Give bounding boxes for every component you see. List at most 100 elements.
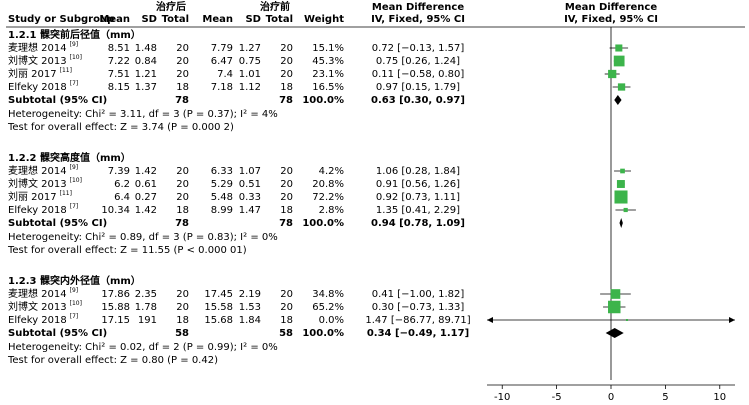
cell: 20 [280, 166, 293, 177]
ci-label: 1.35 [0.41, 2.29] [376, 205, 460, 216]
reference: [9] [70, 41, 79, 48]
cell: 1.53 [239, 302, 261, 313]
subtotal-cell: 100.0% [302, 95, 344, 106]
cell: 10.34 [101, 205, 130, 216]
cell: 1.42 [135, 205, 157, 216]
cell: 18 [176, 315, 189, 326]
reference: [7] [70, 80, 79, 87]
x-tick-label: 10 [713, 392, 726, 403]
effect-header: Mean Difference [372, 2, 464, 13]
column-header: SD [141, 14, 157, 25]
cell: 1.47 [239, 205, 261, 216]
study-label: 麦理想 2014 [8, 41, 67, 54]
column-header: Total [266, 14, 293, 25]
cell: 1.37 [135, 82, 157, 93]
ci-label: 1.06 [0.28, 1.84] [376, 166, 460, 177]
x-tick-label: 0 [608, 392, 614, 403]
cell: 8.99 [211, 205, 233, 216]
subtotal-cell: 100.0% [302, 328, 344, 339]
reference: [7] [70, 313, 79, 320]
column-header: Weight [304, 14, 344, 25]
subtotal-label: Subtotal (95% CI) [8, 218, 107, 229]
study-square [608, 300, 621, 314]
cell: 20 [280, 43, 293, 54]
cell: 2.19 [239, 289, 261, 300]
cell: 72.2% [312, 192, 344, 203]
heterogeneity: Heterogeneity: Chi² = 0.89, df = 3 (P = … [8, 232, 278, 243]
ci-label: 0.72 [−0.13, 1.57] [372, 43, 465, 54]
cell: 1.42 [135, 166, 157, 177]
reference: [9] [70, 287, 79, 294]
subgroup-title: 1.2.1 髁突前后径值（mm） [8, 28, 141, 41]
cell: 23.1% [312, 69, 344, 80]
cell: 6.47 [211, 56, 233, 67]
subtotal-label: Subtotal (95% CI) [8, 328, 107, 339]
cell: 0.33 [239, 192, 261, 203]
cell: 2.35 [135, 289, 157, 300]
cell: 20 [176, 302, 189, 313]
cell: 16.5% [312, 82, 344, 93]
overall-test: Test for overall effect: Z = 11.55 (P < … [7, 245, 247, 256]
reference: [10] [70, 54, 82, 61]
reference: [9] [70, 164, 79, 171]
cell: 4.2% [319, 166, 344, 177]
study-name: 麦理想 2014 [9] [8, 41, 78, 55]
study-label: Elfeky 2018 [8, 205, 67, 216]
study-name: 刘丽 2017 [11] [8, 190, 72, 204]
subtotal-cell: 78 [279, 218, 293, 229]
cell: 6.4 [114, 192, 130, 203]
overall-test: Test for overall effect: Z = 3.74 (P = 0… [7, 122, 234, 133]
cell: 8.15 [108, 82, 130, 93]
cell: 5.48 [211, 192, 233, 203]
subtotal-diamond [614, 95, 622, 105]
x-tick-label: -10 [494, 392, 510, 403]
study-square [608, 69, 617, 79]
study-name: 刘博文 2013 [10] [8, 54, 82, 68]
study-name: Elfeky 2018 [7] [8, 203, 78, 217]
cell: 18 [176, 205, 189, 216]
column-header: Mean [99, 14, 130, 25]
cell: 20 [280, 289, 293, 300]
cell: 18 [280, 205, 293, 216]
cell: 20 [176, 289, 189, 300]
subtotal-cell: 100.0% [302, 218, 344, 229]
ci-label: 0.11 [−0.58, 0.80] [372, 69, 465, 80]
study-square [620, 168, 625, 174]
heterogeneity: Heterogeneity: Chi² = 0.02, df = 2 (P = … [8, 342, 278, 353]
cell: 2.8% [319, 205, 344, 216]
reference: [7] [70, 203, 79, 210]
heterogeneity: Heterogeneity: Chi² = 3.11, df = 3 (P = … [8, 109, 278, 120]
ci-label: 0.75 [0.26, 1.24] [376, 56, 460, 67]
study-label: 麦理想 2014 [8, 287, 67, 300]
cell: 7.79 [211, 43, 233, 54]
reference: [10] [70, 177, 82, 184]
study-label: Elfeky 2018 [8, 315, 67, 326]
study-name: 麦理想 2014 [9] [8, 287, 78, 301]
cell: 7.39 [108, 166, 130, 177]
x-tick-label: -5 [552, 392, 562, 403]
column-header: Mean [202, 14, 233, 25]
subtotal-ci: 0.34 [−0.49, 1.17] [367, 328, 469, 339]
overall-test: Test for overall effect: Z = 0.80 (P = 0… [7, 355, 218, 366]
study-label: 刘博文 2013 [8, 177, 67, 190]
cell: 7.51 [108, 69, 130, 80]
cell: 20 [280, 69, 293, 80]
cell: 0.27 [135, 192, 157, 203]
cell: 20 [176, 56, 189, 67]
subtotal-diamond [619, 218, 623, 228]
cell: 20 [176, 192, 189, 203]
study-label: 刘丽 2017 [8, 68, 57, 80]
group-header: 治疗前 [260, 0, 290, 13]
subtotal-cell: 58 [175, 328, 189, 339]
cell: 18 [176, 82, 189, 93]
study-name: 麦理想 2014 [9] [8, 164, 78, 178]
cell: 17.86 [101, 289, 130, 300]
cell: 6.33 [211, 166, 233, 177]
cell: 15.58 [204, 302, 233, 313]
column-header: IV, Fixed, 95% CI [564, 14, 658, 25]
cell: 18 [280, 82, 293, 93]
cell: 0.75 [239, 56, 261, 67]
cell: 20 [176, 69, 189, 80]
study-name: 刘博文 2013 [10] [8, 300, 82, 314]
reference: [11] [60, 67, 72, 74]
